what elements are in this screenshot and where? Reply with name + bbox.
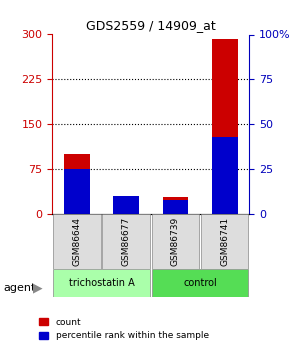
Bar [113, 196, 139, 214]
Bar [212, 137, 238, 214]
Text: GSM86741: GSM86741 [220, 217, 229, 266]
Bar [162, 197, 188, 214]
Text: control: control [183, 278, 217, 288]
FancyBboxPatch shape [53, 214, 101, 269]
Legend: count, percentile rank within the sample: count, percentile rank within the sample [39, 318, 209, 341]
FancyBboxPatch shape [102, 214, 150, 269]
FancyBboxPatch shape [152, 214, 199, 269]
Text: GSM86677: GSM86677 [122, 217, 131, 266]
Bar [113, 196, 139, 214]
Bar [162, 199, 188, 214]
Bar [212, 39, 238, 214]
FancyBboxPatch shape [53, 269, 150, 297]
Text: trichostatin A: trichostatin A [69, 278, 134, 288]
FancyBboxPatch shape [152, 269, 249, 297]
Text: GSM86644: GSM86644 [72, 217, 81, 266]
Title: GDS2559 / 14909_at: GDS2559 / 14909_at [86, 19, 216, 32]
FancyBboxPatch shape [201, 214, 249, 269]
Bar [64, 169, 90, 214]
Text: agent: agent [3, 283, 35, 293]
Bar [64, 154, 90, 214]
Text: ▶: ▶ [33, 282, 43, 295]
Text: GSM86739: GSM86739 [171, 217, 180, 266]
